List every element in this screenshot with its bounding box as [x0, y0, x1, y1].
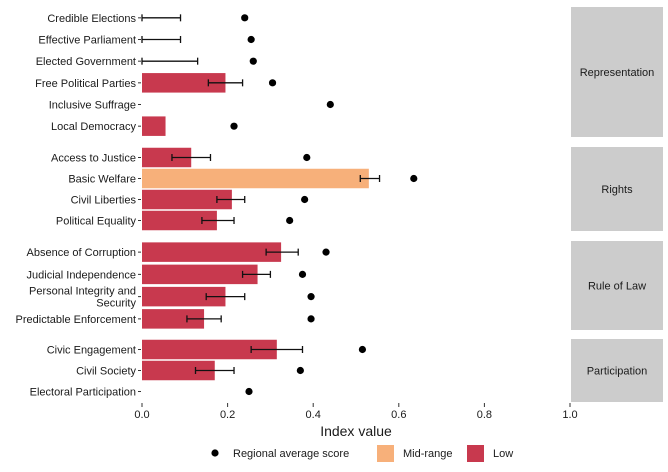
regional-point	[303, 153, 311, 162]
regional-point	[268, 79, 277, 87]
y-tick-label: Elected Government	[36, 56, 136, 68]
y-tick-label: Effective Parliament	[38, 35, 136, 47]
bar	[142, 264, 258, 285]
x-tick-label: 0.0	[134, 409, 149, 421]
y-tick-label: Civil Liberties	[71, 195, 137, 207]
x-tick-label: 0.2	[220, 409, 235, 421]
y-tick-label: Basic Welfare	[68, 174, 136, 186]
y-tick-label: Inclusive Suffrage	[49, 100, 136, 112]
x-tick-label: 1.0	[562, 409, 577, 421]
bar	[142, 73, 226, 93]
y-tick-label: Judicial Independence	[27, 269, 136, 281]
bar	[142, 116, 166, 136]
x-axis-title: Index value	[320, 423, 392, 439]
facet-strip	[571, 339, 663, 402]
legend-label: Regional average score	[233, 448, 349, 460]
y-tick-label: Civic Engagement	[47, 345, 136, 357]
regional-point	[307, 293, 315, 301]
bar	[142, 210, 217, 231]
facet-label: Rule of Law	[588, 281, 646, 293]
y-tick-label: Access to Justice	[51, 153, 136, 165]
y-tick-label: Free Political Parties	[35, 78, 136, 90]
regional-point	[241, 14, 249, 22]
regional-point	[245, 387, 253, 396]
bar	[142, 339, 277, 360]
y-tick-label: Predictable Enforcement	[16, 314, 136, 326]
y-tick-label: Political Equality	[56, 216, 137, 228]
facet-label: Representation	[580, 67, 655, 79]
facet-strip	[571, 7, 663, 137]
bar	[142, 147, 192, 168]
regional-point	[296, 366, 304, 375]
facet-label: Rights	[601, 184, 633, 196]
y-tick-label: Personal Integrity and	[29, 286, 136, 298]
legend-key	[211, 449, 219, 457]
y-tick-label: Absence of Corruption	[27, 247, 136, 259]
y-tick-label: Security	[96, 298, 136, 310]
y-tick-label: Local Democracy	[51, 121, 136, 133]
x-tick-label: 0.4	[306, 409, 321, 421]
regional-point	[230, 122, 238, 130]
regional-point	[326, 100, 334, 109]
y-tick-label: Civil Society	[76, 366, 136, 378]
regional-point	[301, 195, 309, 204]
bar	[142, 242, 282, 262]
regional-point	[358, 345, 367, 354]
regional-point	[286, 216, 294, 225]
legend-key	[467, 445, 484, 462]
bar	[142, 309, 205, 329]
x-tick-label: 0.6	[391, 409, 406, 421]
y-tick-label: Electoral Participation	[30, 387, 136, 399]
regional-point	[410, 174, 418, 183]
legend-label: Low	[493, 448, 513, 460]
legend-label: Mid-range	[403, 448, 453, 460]
bar	[142, 286, 226, 307]
y-tick-label: Credible Elections	[47, 13, 136, 25]
facet-label: Participation	[587, 366, 648, 378]
bar	[142, 360, 215, 381]
regional-point	[298, 270, 307, 278]
bar	[142, 189, 232, 210]
x-tick-label: 0.8	[477, 409, 492, 421]
facet-strip	[571, 241, 663, 330]
legend-key	[377, 445, 394, 462]
regional-point	[307, 315, 315, 323]
regional-point	[249, 57, 257, 65]
facet-strip	[571, 147, 663, 231]
regional-point	[247, 35, 255, 44]
bar	[142, 168, 369, 189]
regional-point	[322, 248, 330, 256]
